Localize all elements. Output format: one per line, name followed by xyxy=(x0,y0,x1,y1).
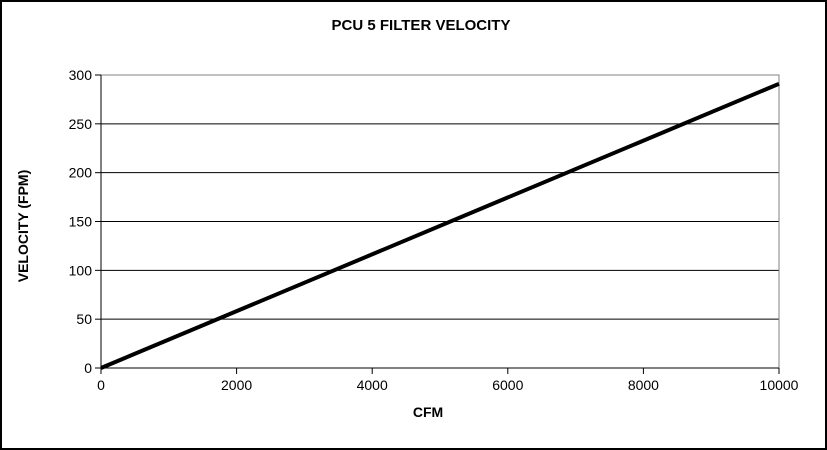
series-line-filter-velocity xyxy=(100,81,780,370)
y-tick-label: 300 xyxy=(69,67,93,83)
x-tick-label: 0 xyxy=(97,377,105,393)
y-tick-label: 150 xyxy=(69,214,93,230)
x-tick-label: 2000 xyxy=(221,377,252,393)
y-tick-label: 200 xyxy=(69,165,93,181)
y-tick-label: 250 xyxy=(69,116,93,132)
x-tick-label: 10000 xyxy=(760,377,799,393)
chart-title: PCU 5 FILTER VELOCITY xyxy=(332,17,511,34)
y-axis-label: VELOCITY (FPM) xyxy=(15,170,31,283)
y-tick-label: 100 xyxy=(69,262,93,278)
y-tick-label: 50 xyxy=(76,311,92,327)
x-tick-label: 4000 xyxy=(357,377,388,393)
x-axis-label: CFM xyxy=(413,404,443,420)
x-tick-label: 6000 xyxy=(492,377,523,393)
generated-plot: 0 50 100 150 200 250 300 0 2000 4000 6000 8000 10000 xyxy=(69,67,799,393)
x-tick-label: 8000 xyxy=(628,377,659,393)
y-tick-label: 0 xyxy=(84,360,92,376)
